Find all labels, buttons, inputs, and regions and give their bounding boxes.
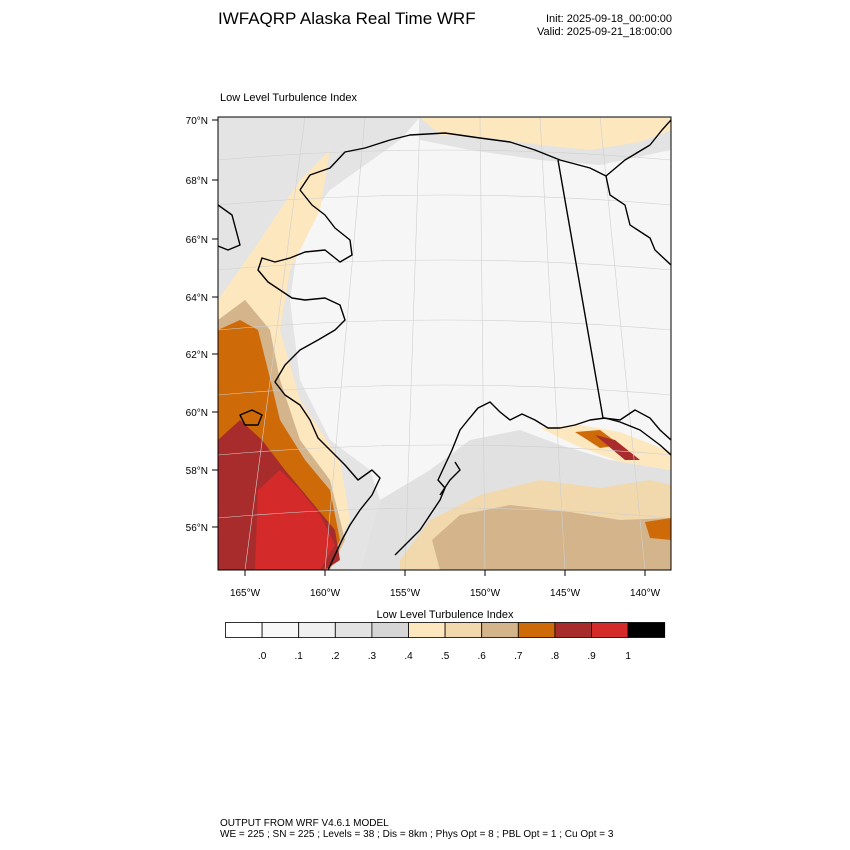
colorbar-label: .9 [587, 651, 596, 662]
lat-label: 60°N [186, 408, 208, 419]
colorbar-boxes [225, 622, 666, 638]
lon-label: 155°W [390, 588, 421, 599]
map-field [218, 117, 671, 570]
lat-label: 62°N [186, 350, 208, 361]
field-tan-arctic [420, 117, 671, 150]
colorbar-box [627, 622, 666, 638]
lon-label: 165°W [230, 588, 261, 599]
colorbar-box [517, 622, 556, 638]
lon-label: 145°W [550, 588, 581, 599]
colorbar-label: .0 [258, 651, 267, 662]
init-time: Init: 2025-09-18_00:00:00 [546, 13, 672, 25]
lon-label: 160°W [310, 588, 341, 599]
field-red-bering [255, 470, 335, 570]
colorbar-box [408, 622, 446, 638]
lat-label: 66°N [186, 235, 208, 246]
valid-time: Valid: 2025-09-21_18:00:00 [537, 26, 672, 38]
political-borders [557, 159, 671, 441]
lat-label: 58°N [186, 466, 208, 477]
plot-title: Low Level Turbulence Index [220, 92, 357, 104]
colorbar-box [298, 622, 336, 638]
footer-line-1: OUTPUT FROM WRF V4.6.1 MODEL [220, 818, 389, 829]
colorbar-box [554, 622, 592, 638]
lon-ticks [244, 570, 646, 576]
field-darktan-gulf [432, 505, 671, 570]
colorbar-box [225, 622, 263, 638]
lat-label: 70°N [186, 116, 208, 127]
colorbar-label: .4 [404, 651, 413, 662]
colorbar-label: .1 [295, 651, 304, 662]
init-valid-times: Init: 2025-09-18_00:00:00 Valid: 2025-09… [537, 13, 672, 39]
colorbar-label: 1 [625, 651, 631, 662]
colorbar-label: .2 [331, 651, 340, 662]
field-darkred-coast [595, 435, 640, 460]
lat-labels: 70°N 68°N 66°N 64°N 62°N 60°N 58°N 56°N [186, 116, 208, 534]
colorbar-title: Low Level Turbulence Index [376, 609, 514, 621]
colorbar-box [371, 622, 409, 638]
lon-labels: 165°W 160°W 155°W 150°W 145°W 140°W [230, 588, 661, 599]
colorbar-box [481, 622, 519, 638]
colorbar-label: .6 [478, 651, 487, 662]
colorbar-box [591, 622, 629, 638]
map-frame [217, 116, 672, 571]
footer-line-2: WE = 225 ; SN = 225 ; Levels = 38 ; Dis … [220, 829, 614, 840]
colorbar-box [261, 622, 300, 638]
lat-ticks [212, 119, 218, 528]
colorbar: .0 .1 .2 .3 .4 .5 .6 .7 .8 .9 1 [225, 622, 666, 662]
graticule [218, 117, 671, 570]
field-orange-gulf [645, 518, 671, 540]
lon-label: 150°W [470, 588, 501, 599]
colorbar-label: .5 [441, 651, 450, 662]
lat-label: 64°N [186, 293, 208, 304]
lat-label: 56°N [186, 523, 208, 534]
lat-label: 68°N [186, 176, 208, 187]
colorbar-label: .8 [551, 651, 560, 662]
colorbar-label: .7 [514, 651, 523, 662]
model-footer: OUTPUT FROM WRF V4.6.1 MODEL WE = 225 ; … [220, 818, 613, 840]
colorbar-box [444, 622, 483, 638]
lon-label: 140°W [630, 588, 661, 599]
turbulence-map: 70°N68°N66°N64°N62°N60°N58°N56°N 165°W 16… [186, 116, 672, 599]
coastlines [218, 119, 671, 570]
main-title: IWFAQRP Alaska Real Time WRF [218, 9, 476, 28]
colorbar-labels: .0 .1 .2 .3 .4 .5 .6 .7 .8 .9 1 [258, 651, 631, 662]
colorbar-label: .3 [368, 651, 377, 662]
colorbar-box [334, 622, 373, 638]
